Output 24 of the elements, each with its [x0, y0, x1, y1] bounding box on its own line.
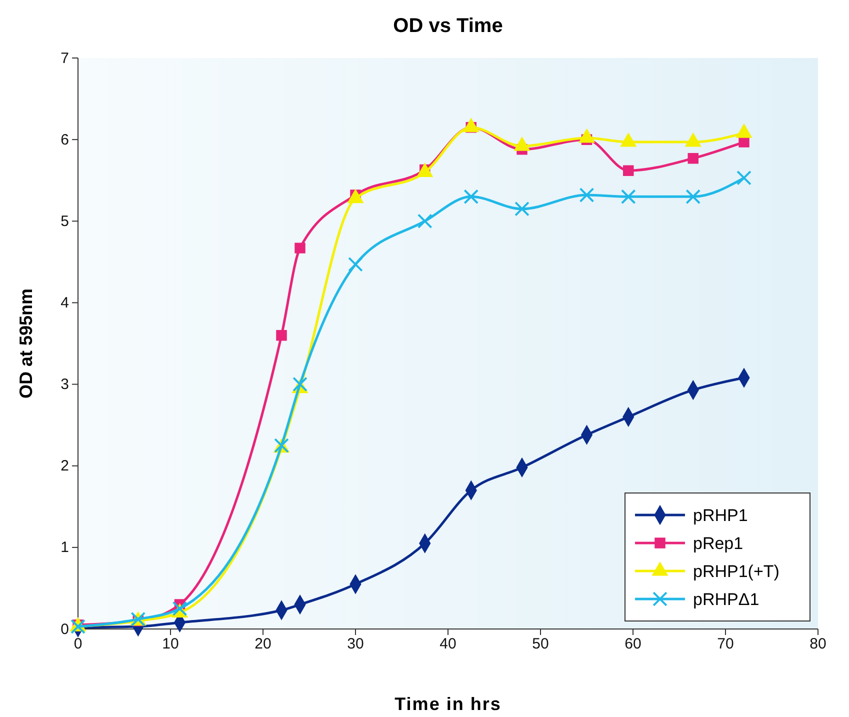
x-tick-label: 80: [810, 636, 826, 653]
x-tick-label: 40: [440, 636, 456, 653]
chart-title: OD vs Time: [393, 15, 503, 37]
x-tick-label: 20: [254, 636, 272, 653]
y-tick-label: 7: [60, 50, 69, 67]
x-axis-title: Time in hrs: [394, 694, 502, 714]
legend-label: pRep1: [693, 534, 744, 553]
y-tick-label: 4: [60, 294, 69, 312]
x-tick-label: 0: [74, 636, 82, 653]
y-tick-label: 1: [60, 539, 69, 556]
x-tick-label: 60: [624, 636, 642, 653]
legend-label: pRHP1: [693, 506, 748, 525]
legend-label: pRHPΔ1: [693, 590, 760, 609]
y-axis-title: OD at 595nm: [16, 288, 36, 399]
y-tick-label: 2: [60, 458, 69, 475]
x-tick-label: 70: [717, 636, 734, 653]
x-tick-label: 10: [162, 636, 179, 653]
y-tick-label: 0: [60, 620, 69, 638]
legend-label: pRHP1(+T): [693, 562, 780, 581]
y-tick-label: 3: [60, 376, 69, 394]
x-tick-label: 30: [347, 636, 364, 653]
y-tick-label: 5: [60, 212, 69, 230]
x-tick-label: 50: [532, 636, 549, 653]
y-tick-label: 6: [60, 131, 69, 148]
